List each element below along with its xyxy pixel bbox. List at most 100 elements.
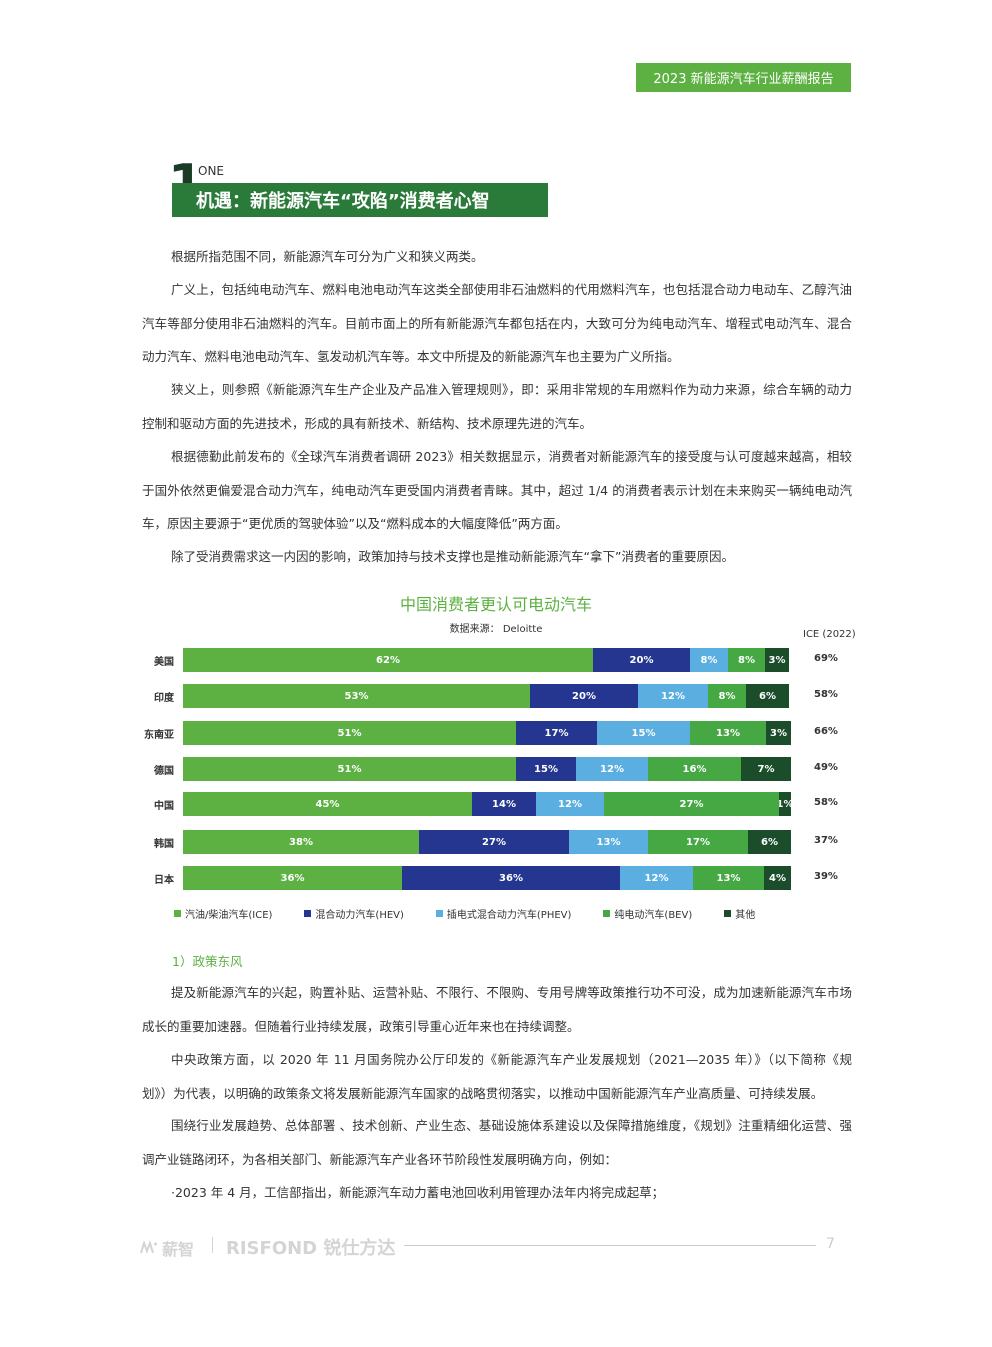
bar-segment: 3% — [765, 648, 789, 672]
bar-segment: 13% — [569, 830, 648, 854]
bar-value-label: 13% — [716, 727, 740, 739]
bar-segment: 3% — [766, 721, 791, 745]
chart-source: 数据来源： Deloitte — [449, 624, 543, 635]
bar-segment: 27% — [419, 830, 569, 854]
bar-segment: 51% — [183, 721, 516, 745]
bar-segment: 8% — [728, 648, 765, 672]
bar-value-label: 15% — [631, 727, 656, 739]
paragraph: ·2023 年 4 月，工信部指出，新能源汽车动力蓄电池回收利用管理办法年内将完… — [171, 1185, 665, 1200]
bar-value-label: 17% — [686, 836, 710, 848]
bar-segment: 27% — [604, 792, 779, 816]
section-eng-label: ONE — [198, 164, 225, 178]
report-title-tag: 2023 新能源汽车行业薪酬报告 — [636, 63, 851, 92]
bar-value-label: 27% — [679, 798, 704, 810]
bar-value-label: 17% — [544, 727, 569, 739]
ice-column-header: ICE (2022) — [803, 629, 856, 640]
paragraph: 中央政策方面，以 2020 年 11 月国务院办公厅印发的《新能源汽车产业发展规… — [142, 1052, 852, 1101]
bar-value-label: 6% — [761, 836, 778, 848]
bar-value-label: 16% — [682, 763, 707, 775]
paragraph: 广义上，包括纯电动汽车、燃料电池电动汽车这类全部使用非石油燃料的代用燃料汽车，也… — [142, 282, 852, 364]
xinzhi-logo-icon — [140, 1241, 157, 1254]
legend-swatch — [174, 910, 181, 917]
paragraph: 围绕行业发展趋势、总体部署 、技术创新、产业生态、基础设施体系建设以及保障措施维… — [142, 1118, 852, 1167]
bar-segment: 15% — [516, 757, 576, 781]
bar-value-label: 51% — [337, 727, 362, 739]
bar-segment: 16% — [648, 757, 741, 781]
bar-value-label: 12% — [600, 763, 624, 775]
bar-row: 45% 14% 12% 27% 1% — [183, 792, 791, 816]
risfond-logo: RISFOND 锐仕方达 — [226, 1238, 396, 1259]
chart-legend: 汽油/柴油汽车(ICE) 混合动力汽车(HEV) 插电式混合动力汽车(PHEV) 纯电… — [174, 906, 787, 921]
bar-segment: 6% — [748, 830, 791, 854]
legend-label: 混合动力汽车(HEV) — [315, 910, 404, 921]
bar-segment: 17% — [648, 830, 748, 854]
bar-segment: 36% — [183, 866, 402, 890]
bar-segment: 53% — [183, 684, 530, 708]
bar-segment: 4% — [764, 866, 791, 890]
bar-value-label: 12% — [661, 690, 685, 702]
legend-item: 其他 — [724, 906, 755, 921]
xinzhi-logo-text: 薪智 — [162, 1240, 195, 1259]
bar-segment: 6% — [746, 684, 789, 708]
bar-value-label: 12% — [558, 798, 582, 810]
bar-value-label: 8% — [738, 654, 755, 666]
bar-row: 62% 20% 8% 8% 3% — [183, 648, 791, 672]
bar-segment: 12% — [620, 866, 693, 890]
bar-segment: 13% — [693, 866, 764, 890]
legend-swatch — [435, 910, 443, 917]
bar-value-label: 36% — [499, 872, 523, 884]
paragraph: 狭义上，则参照《新能源汽车生产企业及产品准入管理规则》，即：采用非常规的车用燃料… — [142, 382, 852, 431]
bar-segment: 51% — [183, 757, 516, 781]
page-number: 7 — [826, 1236, 835, 1252]
bar-row: 53% 20% 12% 8% 6% — [183, 684, 791, 708]
legend-label: 其他 — [735, 910, 756, 921]
legend-item: 插电式混合动力汽车(PHEV) — [435, 906, 572, 921]
bar-segment: 62% — [183, 648, 593, 672]
bar-value-label: 13% — [596, 836, 621, 848]
bar-segment: 1% — [779, 792, 791, 816]
bar-segment: 38% — [183, 830, 419, 854]
bar-value-label: 4% — [769, 872, 786, 884]
bar-value-label: 14% — [492, 798, 516, 810]
legend-swatch — [603, 910, 611, 917]
footer-rule — [404, 1245, 816, 1246]
bar-segment: 17% — [516, 721, 597, 745]
bar-segment: 20% — [593, 648, 690, 672]
bar-segment: 8% — [708, 684, 746, 708]
bar-value-label: 38% — [289, 836, 313, 848]
xinzhi-logo: 薪智 — [140, 1236, 194, 1260]
bar-segment: 7% — [741, 757, 791, 781]
subheading: 1）政策东风 — [172, 954, 243, 969]
bar-segment: 14% — [472, 792, 536, 816]
row-label: 中国 — [154, 801, 174, 812]
row-label: 日本 — [154, 875, 174, 886]
row-label: 东南亚 — [144, 730, 174, 741]
bar-segment: 12% — [638, 684, 708, 708]
chart-title: 中国消费者更认可电动汽车 — [399, 595, 592, 614]
bar-value-label: 8% — [718, 690, 736, 702]
ice-2022-value: 69% — [814, 653, 838, 664]
paragraph: 除了受消费需求这一内因的影响，政策加持与技术支撑也是推动新能源汽车“拿下”消费者… — [171, 549, 734, 564]
legend-item: 纯电动汽车(BEV) — [603, 906, 692, 921]
row-label: 德国 — [154, 766, 174, 777]
bar-segment: 15% — [597, 721, 690, 745]
bar-value-label: 1% — [779, 798, 791, 810]
legend-label: 汽油/柴油汽车(ICE) — [185, 910, 273, 921]
ice-2022-value: 66% — [814, 726, 838, 737]
paragraph: 提及新能源汽车的兴起，购置补贴、运营补贴、不限行、不限购、专用号牌等政策推行功不… — [142, 985, 852, 1034]
section-title: 机遇：新能源汽车“攻陷”消费者心智 — [172, 183, 548, 217]
bar-value-label: 3% — [768, 654, 786, 666]
footer-divider — [212, 1237, 213, 1253]
ice-2022-value: 58% — [814, 797, 838, 808]
row-label: 美国 — [154, 657, 174, 668]
bar-value-label: 20% — [572, 690, 596, 702]
bar-value-label: 45% — [315, 798, 340, 810]
bar-value-label: 20% — [629, 654, 654, 666]
row-label: 韩国 — [154, 839, 174, 850]
bar-row: 38% 27% 13% 17% 6% — [183, 830, 791, 854]
legend-swatch — [724, 910, 732, 917]
bar-row: 51% 15% 12% 16% 7% — [183, 757, 791, 781]
legend-label: 插电式混合动力汽车(PHEV) — [446, 910, 572, 921]
bar-value-label: 53% — [344, 690, 369, 702]
legend-item: 汽油/柴油汽车(ICE) — [174, 906, 272, 921]
